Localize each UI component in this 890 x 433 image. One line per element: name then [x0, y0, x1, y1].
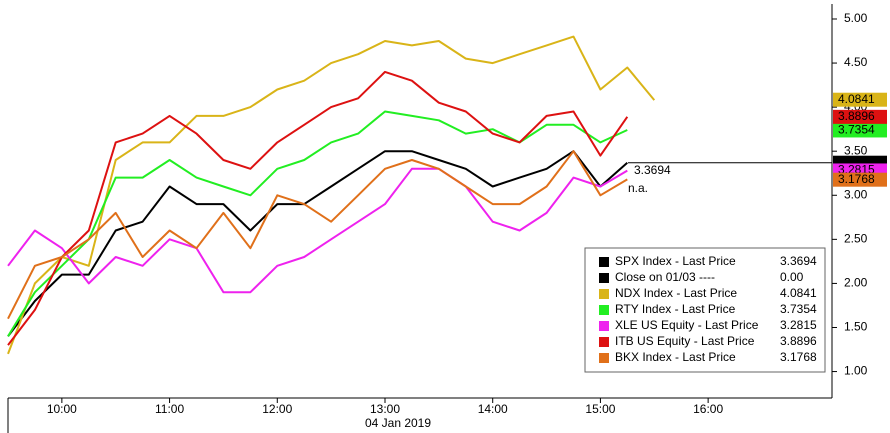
legend-swatch: [599, 273, 609, 283]
legend-label: ITB US Equity - Last Price: [615, 334, 755, 348]
last-price-tag-label: 4.0841: [838, 92, 875, 106]
y-tick-label: 3.50: [844, 143, 868, 157]
x-tick-label: 15:00: [585, 402, 615, 416]
legend-value: 4.0841: [780, 286, 817, 300]
series-line: [7, 70, 629, 346]
series-line: [7, 110, 628, 337]
legend-box: [584, 247, 826, 373]
legend-value: 3.1768: [780, 350, 817, 364]
legend-label: RTY Index - Last Price: [615, 302, 736, 316]
x-tick-label: 13:00: [370, 402, 400, 416]
legend-swatch: [599, 353, 609, 363]
last-price-tag: [833, 123, 887, 138]
legend-value: 3.3694: [780, 254, 817, 268]
legend-label: SPX Index - Last Price: [615, 254, 736, 268]
last-price-tag: [833, 92, 887, 107]
x-tick-label: 16:00: [693, 402, 723, 416]
legend-swatch: [599, 305, 609, 315]
legend-value: 3.8896: [780, 334, 817, 348]
legend-swatch: [599, 321, 609, 331]
last-price-tag: [833, 172, 887, 187]
legend-value: 0.00: [780, 270, 804, 284]
legend-value: 3.7354: [780, 302, 817, 316]
legend-label: BKX Index - Last Price: [615, 350, 736, 364]
y-tick-label: 2.50: [844, 232, 868, 246]
y-tick-label: 1.00: [844, 364, 868, 378]
legend-swatch: [599, 257, 609, 267]
legend-label: Close on 01/03 ----: [615, 270, 715, 284]
x-tick-label: 12:00: [262, 402, 292, 416]
series-line: [7, 167, 628, 294]
legend-swatch: [599, 289, 609, 299]
legend-label: NDX Index - Last Price: [615, 286, 737, 300]
x-tick-label: 11:00: [155, 402, 184, 416]
last-price-tag-label: 3.8896: [838, 109, 875, 123]
legend-label: XLE US Equity - Last Price: [615, 318, 759, 332]
series-line: [7, 150, 628, 337]
x-axis-label: 04 Jan 2019: [365, 416, 431, 430]
last-price-callout: 3.3694: [634, 163, 671, 177]
last-price-tag-label: 3.7354: [838, 123, 875, 137]
y-tick-label: 2.00: [844, 276, 868, 290]
legend-swatch: [599, 337, 609, 347]
last-price-tag-label: 3.1768: [838, 172, 875, 186]
annotation: n.a.: [628, 181, 648, 195]
y-tick-label: 3.00: [844, 187, 868, 201]
x-tick-label: 14:00: [478, 402, 508, 416]
series-line: [7, 150, 628, 320]
legend-value: 3.2815: [780, 318, 817, 332]
x-tick-label: 10:00: [47, 402, 77, 416]
y-tick-label: 1.50: [844, 320, 868, 334]
y-tick-label: 5.00: [844, 11, 868, 25]
y-tick-label: 4.50: [844, 55, 868, 69]
last-price-tag: [833, 109, 887, 124]
series-line: [7, 35, 656, 355]
